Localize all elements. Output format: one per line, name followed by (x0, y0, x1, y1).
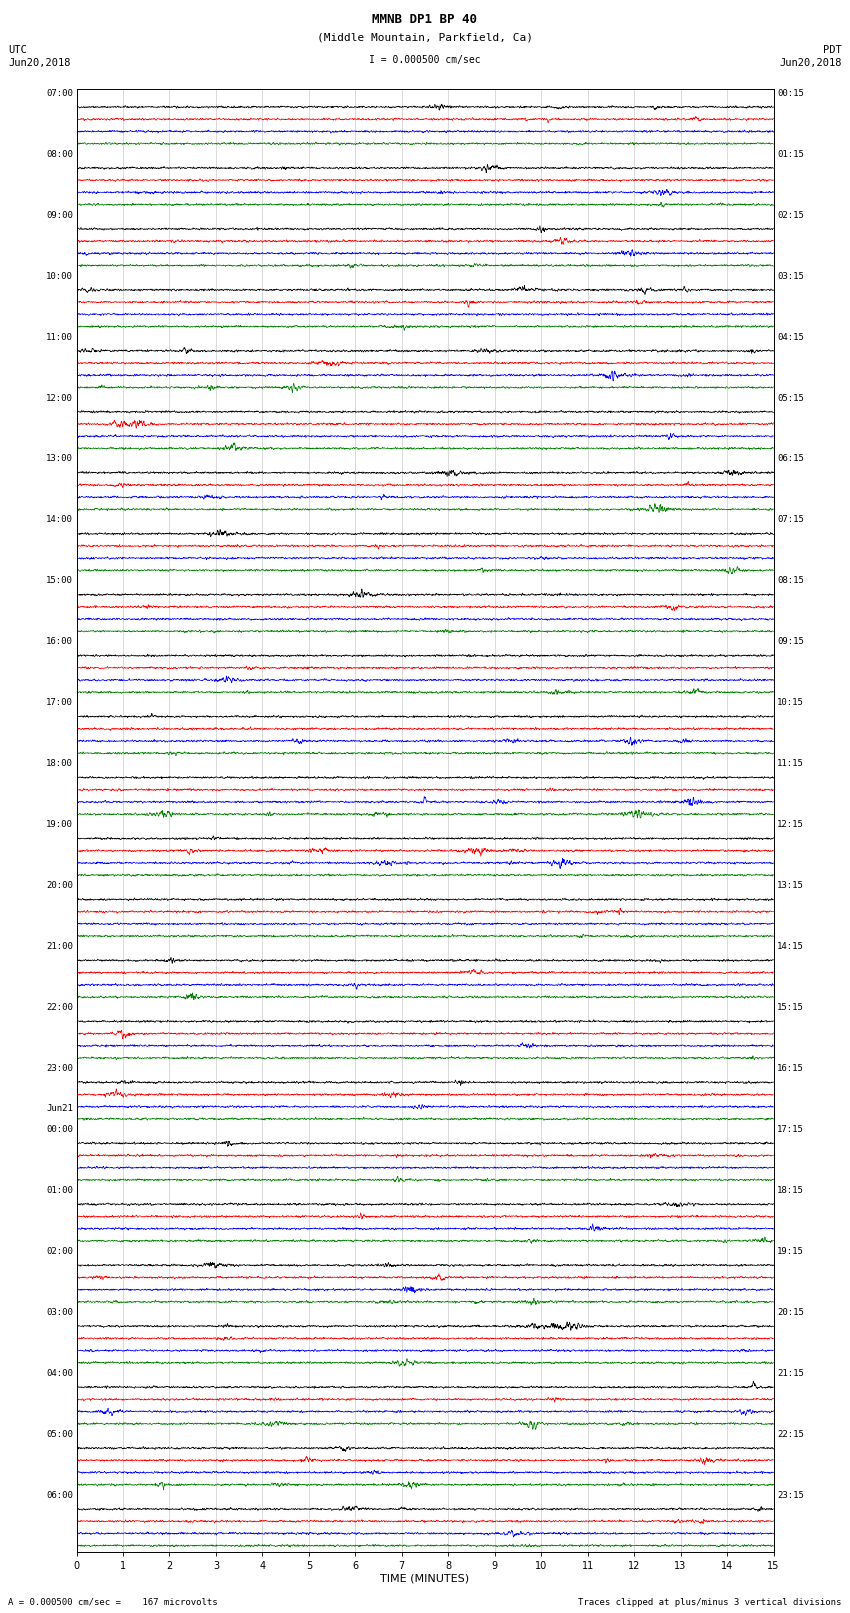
Text: I = 0.000500 cm/sec: I = 0.000500 cm/sec (369, 55, 481, 65)
Text: 15:00: 15:00 (46, 576, 73, 586)
Text: 06:00: 06:00 (46, 1490, 73, 1500)
Text: Jun21: Jun21 (46, 1103, 73, 1113)
Text: 17:15: 17:15 (777, 1124, 804, 1134)
X-axis label: TIME (MINUTES): TIME (MINUTES) (381, 1574, 469, 1584)
Text: MMNB DP1 BP 40: MMNB DP1 BP 40 (372, 13, 478, 26)
Text: 10:15: 10:15 (777, 698, 804, 706)
Text: 21:15: 21:15 (777, 1369, 804, 1378)
Text: 09:00: 09:00 (46, 211, 73, 219)
Text: (Middle Mountain, Parkfield, Ca): (Middle Mountain, Parkfield, Ca) (317, 32, 533, 42)
Text: 02:15: 02:15 (777, 211, 804, 219)
Text: 22:15: 22:15 (777, 1429, 804, 1439)
Text: Traces clipped at plus/minus 3 vertical divisions: Traces clipped at plus/minus 3 vertical … (578, 1597, 842, 1607)
Text: 04:15: 04:15 (777, 332, 804, 342)
Text: 13:15: 13:15 (777, 881, 804, 890)
Text: 08:15: 08:15 (777, 576, 804, 586)
Text: 15:15: 15:15 (777, 1003, 804, 1011)
Text: 00:00: 00:00 (46, 1124, 73, 1134)
Text: 12:00: 12:00 (46, 394, 73, 403)
Text: 08:00: 08:00 (46, 150, 73, 158)
Text: 01:00: 01:00 (46, 1186, 73, 1195)
Text: 17:00: 17:00 (46, 698, 73, 706)
Text: 00:15: 00:15 (777, 89, 804, 98)
Text: 07:15: 07:15 (777, 516, 804, 524)
Text: 07:00: 07:00 (46, 89, 73, 98)
Text: 10:00: 10:00 (46, 271, 73, 281)
Text: 23:15: 23:15 (777, 1490, 804, 1500)
Text: 03:15: 03:15 (777, 271, 804, 281)
Text: A = 0.000500 cm/sec =    167 microvolts: A = 0.000500 cm/sec = 167 microvolts (8, 1597, 218, 1607)
Text: 01:15: 01:15 (777, 150, 804, 158)
Text: 02:00: 02:00 (46, 1247, 73, 1257)
Text: Jun20,2018: Jun20,2018 (779, 58, 842, 68)
Text: 09:15: 09:15 (777, 637, 804, 647)
Text: 16:15: 16:15 (777, 1065, 804, 1073)
Text: 05:15: 05:15 (777, 394, 804, 403)
Text: 22:00: 22:00 (46, 1003, 73, 1011)
Text: Jun20,2018: Jun20,2018 (8, 58, 71, 68)
Text: 18:00: 18:00 (46, 760, 73, 768)
Text: 23:00: 23:00 (46, 1065, 73, 1073)
Text: 11:00: 11:00 (46, 332, 73, 342)
Text: 13:00: 13:00 (46, 455, 73, 463)
Text: 04:00: 04:00 (46, 1369, 73, 1378)
Text: UTC: UTC (8, 45, 27, 55)
Text: 20:00: 20:00 (46, 881, 73, 890)
Text: 12:15: 12:15 (777, 821, 804, 829)
Text: 18:15: 18:15 (777, 1186, 804, 1195)
Text: 20:15: 20:15 (777, 1308, 804, 1316)
Text: 16:00: 16:00 (46, 637, 73, 647)
Text: 21:00: 21:00 (46, 942, 73, 952)
Text: 11:15: 11:15 (777, 760, 804, 768)
Text: 05:00: 05:00 (46, 1429, 73, 1439)
Text: PDT: PDT (823, 45, 842, 55)
Text: 14:00: 14:00 (46, 516, 73, 524)
Text: 19:15: 19:15 (777, 1247, 804, 1257)
Text: 19:00: 19:00 (46, 821, 73, 829)
Text: 14:15: 14:15 (777, 942, 804, 952)
Text: 06:15: 06:15 (777, 455, 804, 463)
Text: 03:00: 03:00 (46, 1308, 73, 1316)
